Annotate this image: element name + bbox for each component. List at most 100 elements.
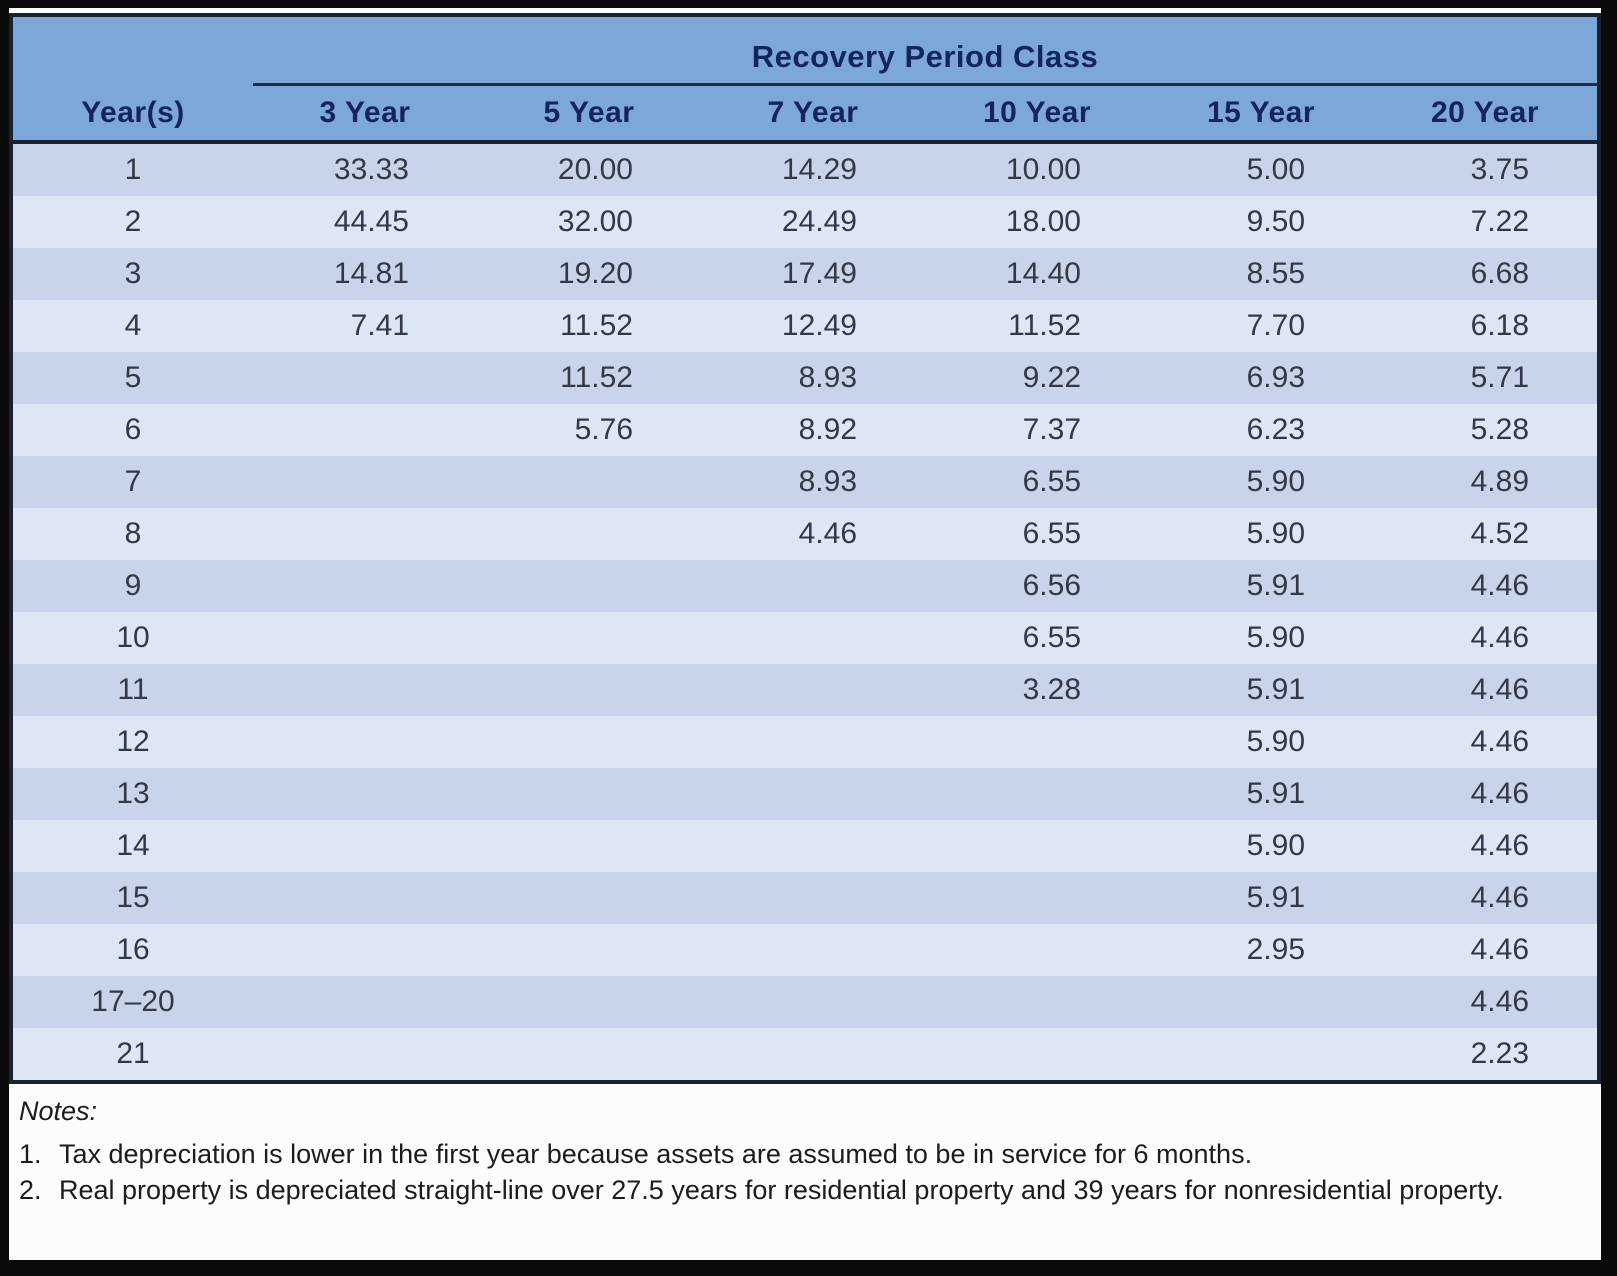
year-cell: 15 (116, 881, 150, 914)
value-cell-10-year: 10.00 (1005, 153, 1081, 186)
column-header-15-year: 15 Year (1206, 96, 1316, 129)
notes-section: Notes: 1. Tax depreciation is lower in t… (9, 1084, 1601, 1208)
year-cell: 17–20 (91, 985, 175, 1018)
table-row: 5 11.52 8.93 9.22 6.93 5.71 (13, 352, 1597, 404)
value-cell-7-year: 14.29 (781, 153, 857, 186)
document-sheet: Recovery Period Class Year(s) 3 Year 5 Y… (9, 8, 1601, 1260)
value-cell-15-year: 5.91 (1246, 881, 1305, 914)
value-cell-7-year: 24.49 (781, 205, 857, 238)
value-cell-15-year: 5.91 (1246, 777, 1305, 810)
value-cell-5-year: 19.20 (557, 257, 633, 290)
value-cell-20-year: 5.28 (1470, 413, 1529, 446)
table-row: 3 14.81 19.20 17.49 14.40 8.55 6.68 (13, 248, 1597, 300)
value-cell-10-year: 6.55 (1022, 621, 1081, 654)
table-row: 9 6.56 5.91 4.46 (13, 560, 1597, 612)
title-underline-rule (253, 83, 1597, 86)
table-row: 17–20 4.46 (13, 976, 1597, 1028)
table-row: 15 5.91 4.46 (13, 872, 1597, 924)
value-cell-5-year: 11.52 (560, 309, 633, 342)
table-row: 13 5.91 4.46 (13, 768, 1597, 820)
year-cell: 6 (124, 413, 142, 446)
value-cell-10-year: 6.55 (1022, 465, 1081, 498)
note-item-2: 2. Real property is depreciated straight… (19, 1172, 1585, 1208)
note-number: 2. (19, 1175, 42, 1205)
table-row: 4 7.41 11.52 12.49 11.52 7.70 6.18 (13, 300, 1597, 352)
year-cell: 7 (124, 465, 142, 498)
year-cell: 9 (124, 569, 142, 602)
value-cell-10-year: 7.37 (1022, 413, 1081, 446)
column-header-7-year: 7 Year (767, 96, 859, 129)
value-cell-7-year: 8.93 (798, 465, 857, 498)
table-row: 12 5.90 4.46 (13, 716, 1597, 768)
value-cell-20-year: 4.46 (1470, 621, 1529, 654)
depreciation-table: Recovery Period Class Year(s) 3 Year 5 Y… (9, 13, 1601, 1084)
value-cell-3-year: 33.33 (333, 153, 409, 186)
year-cell: 21 (116, 1037, 150, 1070)
year-cell: 5 (124, 361, 142, 394)
value-cell-5-year: 32.00 (557, 205, 633, 238)
value-cell-20-year: 2.23 (1470, 1037, 1529, 1070)
value-cell-10-year: 14.40 (1005, 257, 1081, 290)
column-header-5-year: 5 Year (543, 96, 635, 129)
note-number: 1. (19, 1139, 42, 1169)
table-row: 11 3.28 5.91 4.46 (13, 664, 1597, 716)
value-cell-15-year: 7.70 (1246, 309, 1305, 342)
table-row: 6 5.76 8.92 7.37 6.23 5.28 (13, 404, 1597, 456)
value-cell-20-year: 6.18 (1470, 309, 1529, 342)
value-cell-20-year: 4.46 (1470, 881, 1529, 914)
value-cell-7-year: 8.93 (798, 361, 857, 394)
value-cell-20-year: 4.46 (1470, 777, 1529, 810)
note-item-1: 1. Tax depreciation is lower in the firs… (19, 1136, 1585, 1172)
year-cell: 3 (124, 257, 142, 290)
value-cell-15-year: 2.95 (1246, 933, 1305, 966)
table-row: 7 8.93 6.55 5.90 4.89 (13, 456, 1597, 508)
table-row: 10 6.55 5.90 4.46 (13, 612, 1597, 664)
value-cell-15-year: 5.91 (1246, 673, 1305, 706)
note-text: Tax depreciation is lower in the first y… (59, 1139, 1253, 1169)
value-cell-15-year: 6.23 (1246, 413, 1305, 446)
year-cell: 10 (116, 621, 150, 654)
value-cell-10-year: 9.22 (1022, 361, 1081, 394)
table-row: 16 2.95 4.46 (13, 924, 1597, 976)
year-cell: 2 (124, 205, 142, 238)
value-cell-7-year: 4.46 (798, 517, 857, 550)
value-cell-15-year: 8.55 (1246, 257, 1305, 290)
value-cell-10-year: 3.28 (1022, 673, 1081, 706)
table-row: 21 2.23 (13, 1028, 1597, 1080)
value-cell-20-year: 4.46 (1470, 985, 1529, 1018)
value-cell-15-year: 5.90 (1246, 829, 1305, 862)
value-cell-15-year: 5.00 (1246, 153, 1305, 186)
value-cell-15-year: 5.91 (1246, 569, 1305, 602)
table-title-row: Recovery Period Class (13, 17, 1597, 83)
value-cell-15-year: 5.90 (1246, 517, 1305, 550)
year-cell: 8 (124, 517, 142, 550)
table-row: 2 44.45 32.00 24.49 18.00 9.50 7.22 (13, 196, 1597, 248)
table-row: 1 33.33 20.00 14.29 10.00 5.00 3.75 (13, 144, 1597, 196)
note-text: Real property is depreciated straight-li… (59, 1175, 1504, 1205)
value-cell-5-year: 11.52 (560, 361, 633, 394)
value-cell-3-year: 44.45 (333, 205, 409, 238)
value-cell-5-year: 5.76 (574, 413, 633, 446)
year-cell: 11 (117, 673, 149, 706)
table-row: 14 5.90 4.46 (13, 820, 1597, 872)
value-cell-10-year: 6.55 (1022, 517, 1081, 550)
year-cell: 1 (124, 153, 142, 186)
value-cell-20-year: 6.68 (1470, 257, 1529, 290)
value-cell-7-year: 8.92 (798, 413, 857, 446)
year-cell: 16 (116, 933, 150, 966)
value-cell-20-year: 7.22 (1470, 205, 1529, 238)
value-cell-15-year: 5.90 (1246, 621, 1305, 654)
year-cell: 14 (116, 829, 150, 862)
value-cell-3-year: 7.41 (350, 309, 409, 342)
year-cell: 4 (124, 309, 142, 342)
year-cell: 12 (116, 725, 150, 758)
column-header-3-year: 3 Year (319, 96, 411, 129)
year-cell: 13 (116, 777, 150, 810)
table-row: 8 4.46 6.55 5.90 4.52 (13, 508, 1597, 560)
value-cell-20-year: 5.71 (1470, 361, 1529, 394)
value-cell-5-year: 20.00 (557, 153, 633, 186)
value-cell-20-year: 4.46 (1470, 569, 1529, 602)
table-body: 1 33.33 20.00 14.29 10.00 5.00 3.75 2 44… (13, 144, 1597, 1080)
value-cell-15-year: 9.50 (1246, 205, 1305, 238)
